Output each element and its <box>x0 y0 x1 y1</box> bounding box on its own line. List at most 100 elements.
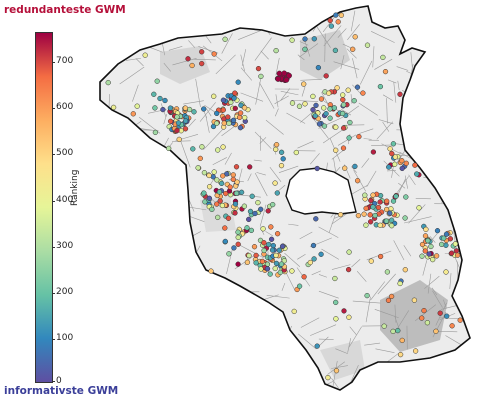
well-point <box>399 165 405 172</box>
well-point <box>261 240 267 246</box>
well-point <box>235 241 241 247</box>
well-point <box>370 192 376 198</box>
well-point <box>377 83 384 90</box>
well-point <box>274 190 280 196</box>
well-point <box>232 201 239 207</box>
monitoring-wells <box>105 12 463 381</box>
well-point <box>289 100 296 106</box>
colorbar <box>35 32 53 383</box>
well-point <box>387 146 393 152</box>
well-point <box>422 248 428 254</box>
well-point <box>318 96 325 102</box>
well-point <box>293 149 299 156</box>
tick-400: 400 <box>56 195 74 205</box>
well-point <box>242 114 248 121</box>
well-point <box>255 65 262 72</box>
well-point <box>448 250 455 256</box>
well-point <box>214 177 220 183</box>
well-point <box>230 172 236 178</box>
well-point <box>383 206 390 213</box>
legend-bottom-label: informativste GWM <box>4 385 119 397</box>
well-point <box>302 46 308 52</box>
well-point <box>253 260 259 266</box>
well-point <box>237 110 244 116</box>
well-point <box>274 231 281 237</box>
well-point <box>339 110 346 117</box>
well-point <box>265 208 271 214</box>
well-point <box>352 34 358 40</box>
well-point <box>235 229 241 235</box>
well-point <box>367 219 374 225</box>
well-point <box>253 252 259 259</box>
well-point <box>233 190 240 196</box>
well-point <box>447 236 454 242</box>
well-point <box>389 223 395 229</box>
well-point <box>323 111 329 117</box>
well-point <box>399 158 405 164</box>
well-point <box>385 297 392 304</box>
well-point <box>433 328 439 334</box>
well-point <box>182 118 189 124</box>
well-point <box>443 269 449 275</box>
well-point <box>264 266 271 272</box>
well-point <box>190 146 196 152</box>
well-point <box>227 184 233 190</box>
well-point <box>232 210 238 216</box>
well-point <box>220 173 226 179</box>
well-point <box>276 247 282 253</box>
well-point <box>258 73 264 80</box>
well-point <box>246 216 252 223</box>
well-point <box>270 201 276 208</box>
well-point <box>377 199 383 205</box>
well-point <box>361 211 367 217</box>
well-point <box>326 90 332 96</box>
well-point <box>337 211 344 218</box>
well-point <box>441 235 447 241</box>
well-point <box>289 37 295 43</box>
tick-600: 600 <box>56 102 74 112</box>
well-point <box>167 105 174 111</box>
well-point <box>241 203 248 209</box>
well-point <box>434 228 441 234</box>
well-point <box>354 84 361 90</box>
well-point <box>278 261 285 267</box>
well-point <box>231 95 237 101</box>
well-point <box>270 242 276 249</box>
well-point <box>321 105 327 111</box>
well-point <box>352 163 358 170</box>
well-point <box>310 93 316 100</box>
well-point <box>232 90 238 96</box>
well-point <box>160 106 166 113</box>
well-point <box>142 52 148 58</box>
well-point <box>206 195 213 201</box>
well-point <box>311 256 317 262</box>
well-point <box>201 190 207 196</box>
well-point <box>154 78 160 84</box>
well-point <box>302 36 308 42</box>
well-point <box>174 127 180 134</box>
well-point <box>360 90 366 96</box>
well-point <box>364 292 370 299</box>
well-point <box>340 125 347 131</box>
well-point <box>423 226 429 233</box>
well-point <box>412 162 418 168</box>
tick-500: 500 <box>56 148 74 158</box>
well-point <box>342 165 348 171</box>
well-point <box>278 162 285 169</box>
tick-0: 0 <box>56 376 62 386</box>
well-point <box>247 208 254 215</box>
well-point <box>443 231 450 237</box>
well-point <box>185 56 191 62</box>
well-point <box>301 81 307 87</box>
well-point <box>220 144 226 150</box>
well-point <box>382 68 389 75</box>
well-point <box>251 244 258 250</box>
well-point <box>283 77 290 83</box>
well-point <box>237 125 244 131</box>
well-point <box>220 107 226 113</box>
well-point <box>209 206 215 213</box>
well-point <box>232 105 238 112</box>
well-point <box>388 293 395 300</box>
well-point <box>289 268 295 274</box>
well-point <box>197 155 203 162</box>
